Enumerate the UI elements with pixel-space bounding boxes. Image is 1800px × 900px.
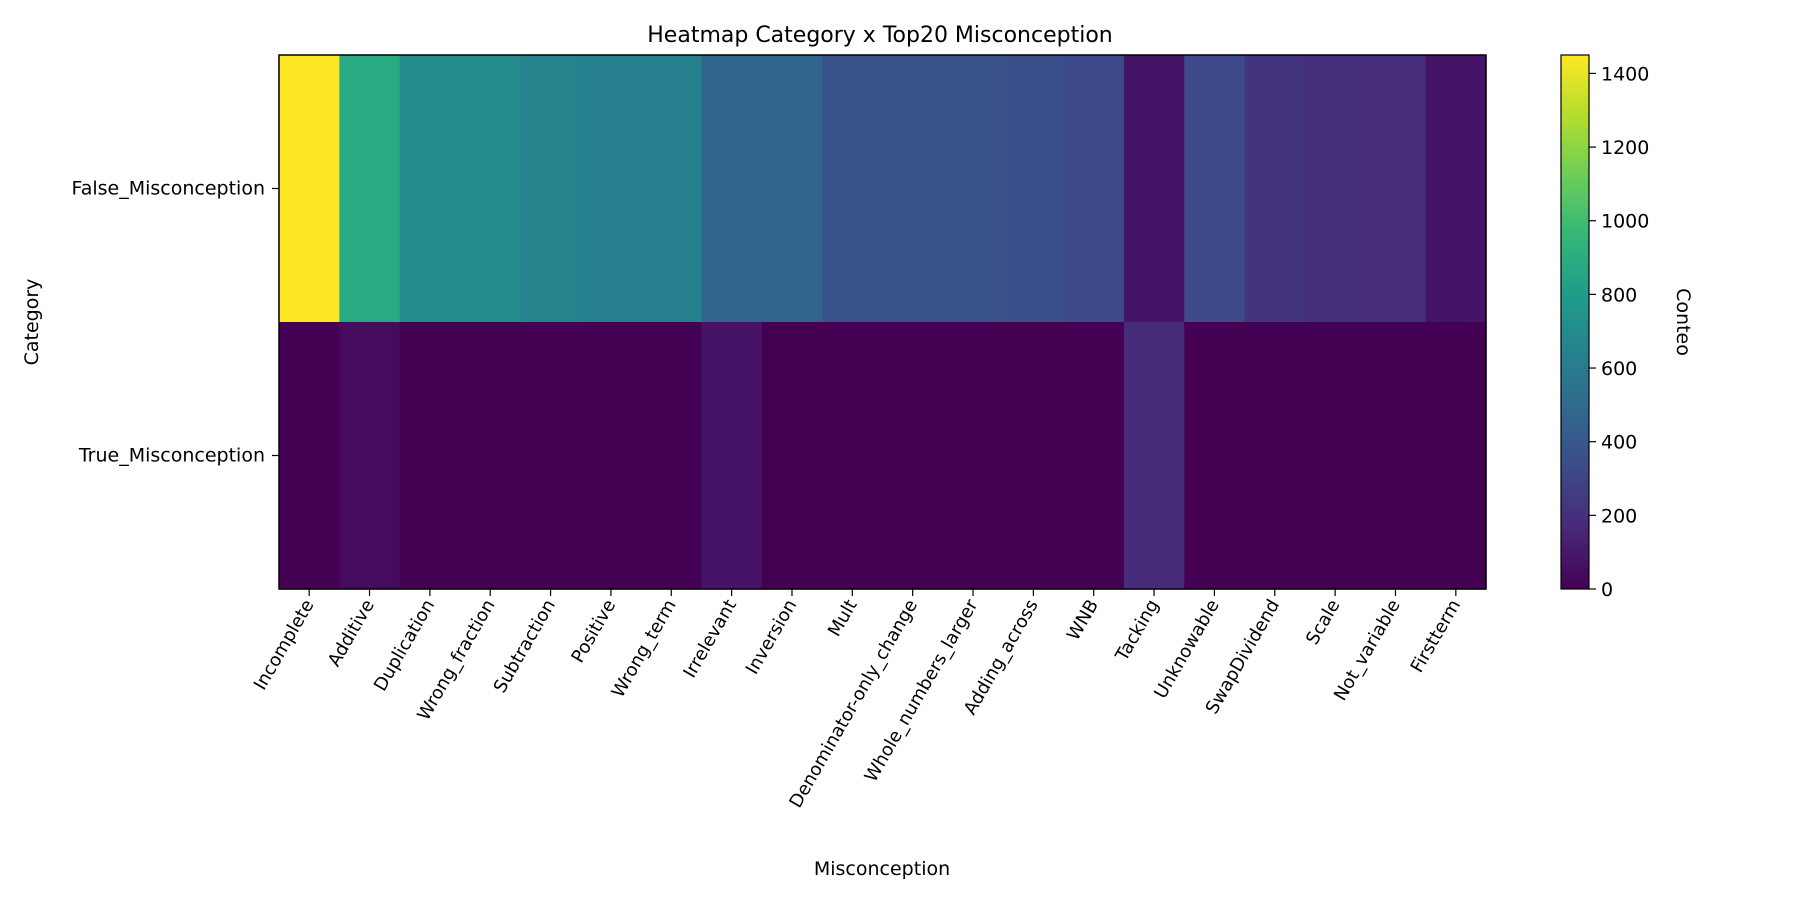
heatmap-cell bbox=[822, 55, 884, 323]
heatmap-cell bbox=[1304, 55, 1366, 323]
heatmap-cell bbox=[1063, 322, 1125, 590]
heatmap-cell bbox=[1063, 55, 1125, 323]
heatmap-cell bbox=[399, 322, 461, 590]
heatmap-cell bbox=[279, 322, 340, 590]
colorbar-tick-label: 1400 bbox=[1601, 63, 1649, 85]
heatmap-cell bbox=[641, 322, 703, 590]
x-axis-ticks: Incomplete AdditiveDuplicationWrong_fract… bbox=[250, 589, 1465, 812]
heatmap-cell bbox=[1425, 322, 1487, 590]
heatmap-cell bbox=[460, 322, 521, 590]
heatmap-cell bbox=[339, 322, 401, 590]
x-tick-label: Scale bbox=[1302, 596, 1344, 648]
heatmap-cell bbox=[701, 55, 763, 323]
heatmap-cell bbox=[1123, 322, 1185, 590]
heatmap-cell bbox=[1244, 322, 1306, 590]
x-tick-label: Wrong_term bbox=[608, 596, 681, 701]
heatmap-cell bbox=[822, 322, 884, 590]
heatmap-cell bbox=[761, 322, 823, 590]
x-tick-label: Firstterm bbox=[1407, 596, 1466, 676]
colorbar-tick-label: 800 bbox=[1601, 284, 1637, 306]
heatmap-cell bbox=[1244, 55, 1306, 323]
heatmap-cell bbox=[1365, 322, 1427, 590]
heatmap-cell bbox=[279, 55, 340, 323]
heatmap-cell bbox=[1003, 322, 1065, 590]
heatmap-cell bbox=[339, 55, 401, 323]
heatmap-cell bbox=[580, 322, 642, 590]
x-tick-label: Whole_numbers_larger bbox=[861, 595, 983, 785]
heatmap-cell bbox=[1123, 55, 1185, 323]
heatmap-cell bbox=[1184, 322, 1246, 590]
x-tick-label: Inversion bbox=[742, 596, 802, 678]
colorbar-label: Conteo bbox=[1672, 288, 1694, 356]
plot-frame bbox=[278, 54, 1487, 590]
x-tick-label: Tacking bbox=[1111, 596, 1163, 666]
heatmap-cells bbox=[279, 55, 1487, 590]
colorbar: 0 200 400 600 800 1000 1200 1400 Conteo bbox=[1560, 54, 1694, 601]
heatmap-cell bbox=[1184, 55, 1246, 323]
x-tick-label: Subtraction bbox=[490, 596, 560, 697]
heatmap-cell bbox=[701, 322, 763, 590]
heatmap-cell bbox=[580, 55, 642, 323]
heatmap-cell bbox=[1365, 55, 1427, 323]
colorbar-tick-label: 400 bbox=[1601, 432, 1637, 454]
x-tick-label: Positive bbox=[567, 596, 620, 667]
colorbar-tick-label: 0 bbox=[1601, 579, 1613, 601]
x-tick-label: Mult bbox=[824, 596, 862, 640]
heatmap-cell bbox=[1304, 322, 1366, 590]
heatmap-cell bbox=[1425, 55, 1487, 323]
x-tick-label: Additive bbox=[324, 596, 379, 670]
heatmap-cell bbox=[942, 55, 1004, 323]
heatmap-cell bbox=[882, 55, 944, 323]
heatmap-cell bbox=[460, 55, 521, 323]
heatmap-cell bbox=[520, 322, 582, 590]
x-tick-label: Incomplete bbox=[250, 596, 319, 694]
colorbar-tick-label: 1200 bbox=[1601, 137, 1649, 159]
chart-title: Heatmap Category x Top20 Misconception bbox=[647, 23, 1112, 48]
x-tick-label: Irrelevant bbox=[679, 596, 741, 682]
heatmap-cell bbox=[399, 55, 461, 323]
heatmap-cell bbox=[761, 55, 823, 323]
heatmap-cell bbox=[641, 55, 703, 323]
colorbar-tick-label: 200 bbox=[1601, 505, 1637, 527]
heatmap-cell bbox=[942, 322, 1004, 590]
x-tick-label: Duplication bbox=[370, 596, 439, 695]
x-tick-label: Not_variable bbox=[1330, 596, 1405, 704]
heatmap-cell bbox=[1003, 55, 1065, 323]
colorbar-gradient bbox=[1560, 54, 1590, 590]
colorbar-tick-label: 1000 bbox=[1601, 211, 1649, 233]
x-tick-label: WNB bbox=[1063, 596, 1103, 644]
y-tick-label: False_Misconception bbox=[72, 178, 265, 200]
x-axis-label: Misconception bbox=[814, 858, 950, 880]
heatmap-cell bbox=[520, 55, 582, 323]
colorbar-tick-label: 600 bbox=[1601, 358, 1637, 380]
y-axis-label: Category bbox=[21, 279, 43, 366]
y-tick-label: True_Misconception bbox=[78, 445, 265, 467]
colorbar-ticks: 0 200 400 600 800 1000 1200 1400 bbox=[1589, 63, 1649, 601]
heatmap-cell bbox=[882, 322, 944, 590]
y-axis-ticks: False_Misconception True_Misconception bbox=[72, 178, 279, 467]
